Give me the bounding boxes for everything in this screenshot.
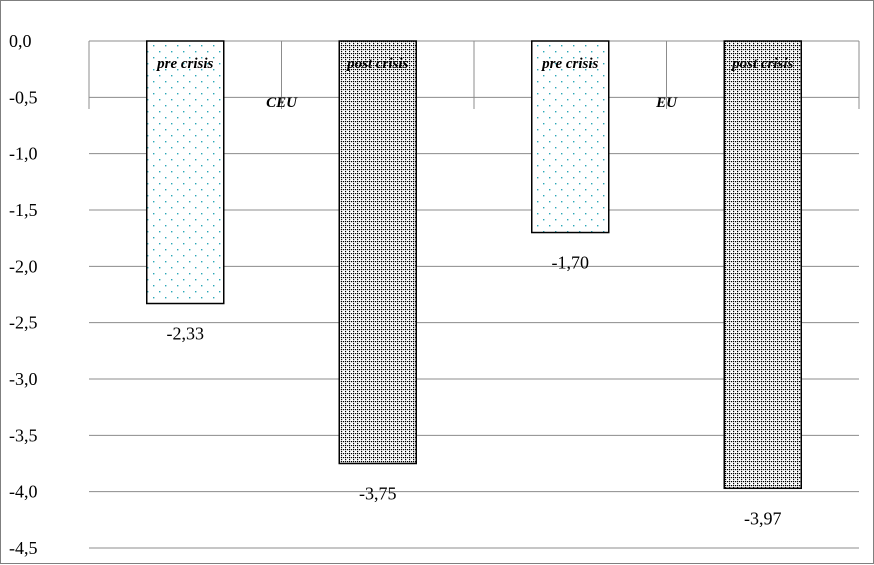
y-axis-ticks: 0,0 -0,5 -1,0 -1,5 -2,0 -2,5 -3,0 -3,5 -4,0 -4,5 <box>9 31 38 558</box>
y-tick-label: -1,5 <box>9 200 38 220</box>
y-tick-label: -3,5 <box>9 425 38 445</box>
bar-category-label: pre crisis <box>540 56 598 72</box>
y-tick-label: -1,0 <box>9 144 38 164</box>
data-label: -1,70 <box>552 253 590 273</box>
y-tick-label: -4,0 <box>9 482 38 502</box>
y-tick-label: -3,0 <box>9 369 38 389</box>
bar-category-label: post crisis <box>730 56 793 72</box>
data-label: -2,33 <box>167 324 205 344</box>
data-label: -3,75 <box>359 484 397 504</box>
y-tick-label: -2,5 <box>9 313 38 333</box>
bar-ceu-pre-crisis <box>146 40 225 305</box>
y-tick-label: -4,5 <box>9 538 38 558</box>
y-tick-label: 0,0 <box>9 31 32 51</box>
group-label: CEU <box>266 95 298 111</box>
data-label: -3,97 <box>744 508 782 528</box>
y-tick-label: -0,5 <box>9 87 38 107</box>
bar-category-label: pre crisis <box>155 56 213 72</box>
bar-eu-post-crisis <box>723 40 802 490</box>
y-tick-label: -2,0 <box>9 256 38 276</box>
category-separators <box>88 41 860 109</box>
bar-eu-pre-crisis <box>531 40 610 234</box>
group-label: EU <box>655 95 678 111</box>
bar-category-label: post crisis <box>345 56 408 72</box>
bars <box>146 40 802 490</box>
labels: pre crisis -2,33 post crisis -3,75 CEU pre cr… <box>155 56 793 528</box>
bar-ceu-post-crisis <box>338 40 417 465</box>
